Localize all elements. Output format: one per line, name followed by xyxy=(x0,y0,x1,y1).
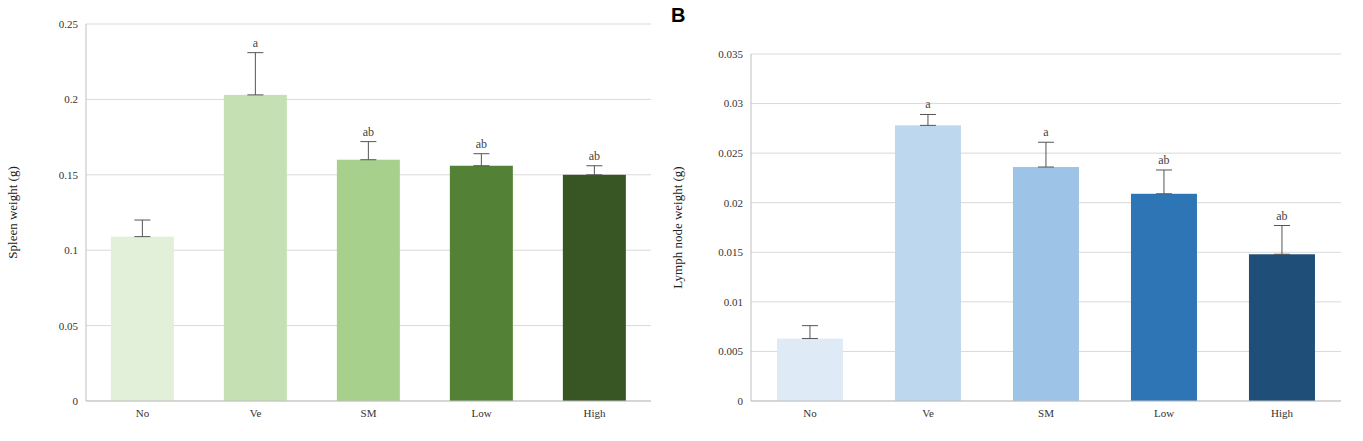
svg-text:SM: SM xyxy=(361,407,377,419)
svg-text:Lymph node weight (g): Lymph node weight (g) xyxy=(670,166,685,288)
svg-text:Low: Low xyxy=(471,407,491,419)
svg-text:0: 0 xyxy=(73,395,79,407)
svg-text:0: 0 xyxy=(738,395,744,407)
svg-text:a: a xyxy=(1043,125,1049,139)
svg-text:0.015: 0.015 xyxy=(718,246,743,258)
svg-text:No: No xyxy=(803,407,817,419)
svg-text:0.15: 0.15 xyxy=(59,169,79,181)
svg-text:0.03: 0.03 xyxy=(724,97,744,109)
svg-text:High: High xyxy=(584,407,607,419)
svg-text:SM: SM xyxy=(1038,407,1054,419)
svg-text:0.2: 0.2 xyxy=(64,93,78,105)
html-text:B: B xyxy=(671,4,686,26)
svg-text:0.005: 0.005 xyxy=(718,345,743,357)
svg-text:Low: Low xyxy=(1154,407,1174,419)
svg-text:a: a xyxy=(253,36,259,50)
svg-text:ab: ab xyxy=(476,137,487,151)
svg-text:0.025: 0.025 xyxy=(718,147,743,159)
svg-text:0.05: 0.05 xyxy=(59,320,79,332)
svg-text:No: No xyxy=(136,407,150,419)
svg-text:0.035: 0.035 xyxy=(718,48,743,60)
svg-text:ab: ab xyxy=(1158,153,1169,167)
svg-text:ab: ab xyxy=(363,125,374,139)
svg-text:High: High xyxy=(1271,407,1294,419)
svg-text:0.1: 0.1 xyxy=(64,244,78,256)
svg-text:ab: ab xyxy=(1276,209,1287,223)
svg-text:0.01: 0.01 xyxy=(724,296,743,308)
svg-text:Ve: Ve xyxy=(250,407,262,419)
svg-text:Spleen weight (g): Spleen weight (g) xyxy=(5,166,20,258)
svg-text:0.02: 0.02 xyxy=(724,197,743,209)
svg-text:Ve: Ve xyxy=(922,407,934,419)
svg-text:a: a xyxy=(925,97,931,111)
svg-text:ab: ab xyxy=(589,149,600,163)
svg-text:0.25: 0.25 xyxy=(59,18,79,30)
